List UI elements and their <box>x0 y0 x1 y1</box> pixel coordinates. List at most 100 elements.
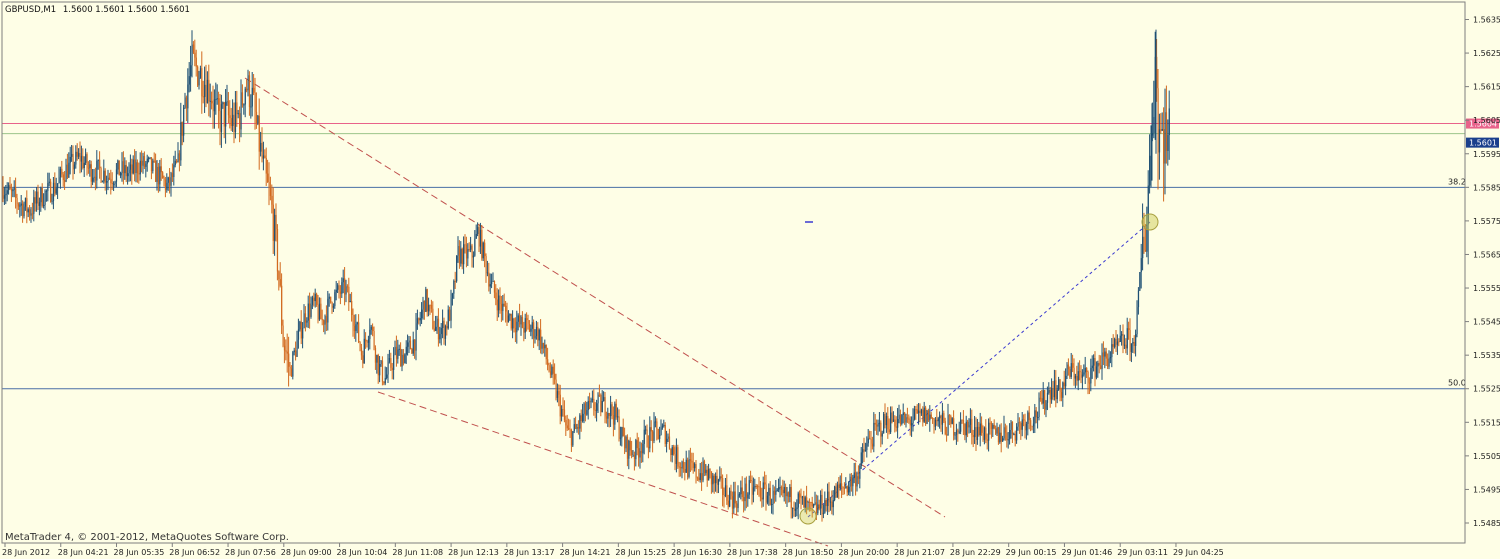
candle-body <box>8 185 10 191</box>
plot-frame <box>1 1 1466 544</box>
candle-body <box>878 422 881 424</box>
candle-body <box>209 100 211 102</box>
candle-body <box>909 419 911 426</box>
candle-body <box>414 339 416 351</box>
candle-body <box>968 424 970 428</box>
candle-body <box>939 415 941 419</box>
candle-body <box>1140 258 1142 273</box>
candle-body <box>1059 379 1061 393</box>
candle-body <box>253 87 255 93</box>
y-tick-label: 1.5565 <box>1473 250 1500 259</box>
candle-body <box>304 313 307 323</box>
candle-body <box>104 170 106 183</box>
candle-body <box>463 244 465 265</box>
candle-body <box>404 354 406 364</box>
candle-body <box>251 87 253 107</box>
highlight-circle-lower[interactable] <box>799 507 817 525</box>
candle-body <box>27 209 29 213</box>
candle-body <box>152 160 154 172</box>
candle-body <box>933 418 935 427</box>
candle-body <box>229 115 231 118</box>
candle-body <box>103 170 105 182</box>
x-tick-label: 28 Jun 16:30 <box>671 548 722 557</box>
candle-body <box>377 355 379 376</box>
candle-body <box>1027 412 1029 424</box>
candle-body <box>752 487 755 495</box>
candle-body <box>863 449 865 452</box>
candle-body <box>556 391 559 398</box>
candle-body <box>654 421 657 423</box>
candle-body <box>223 102 225 127</box>
candle-body <box>975 427 977 441</box>
candle-body <box>101 181 104 183</box>
candle-body <box>1149 155 1151 186</box>
candle-body <box>309 303 311 317</box>
candle-body <box>219 111 221 132</box>
channel-upper-line[interactable] <box>244 77 946 518</box>
candle-body <box>857 476 860 479</box>
candle-body <box>23 206 25 217</box>
x-tick-label: 28 Jun 11:08 <box>392 548 443 557</box>
candle-body <box>568 428 570 430</box>
candle-body <box>108 177 111 180</box>
candle-body <box>318 303 321 320</box>
candle-body <box>353 325 356 332</box>
candle-body <box>97 159 99 161</box>
channel-lower-line[interactable] <box>377 391 829 547</box>
candle-body <box>1091 365 1093 369</box>
candle-body <box>971 418 973 435</box>
candle-body <box>43 204 45 206</box>
candle-body <box>425 289 427 312</box>
candle-body <box>80 155 83 162</box>
candle-body <box>995 428 997 434</box>
candle-body <box>205 84 207 103</box>
candle-body <box>674 454 676 464</box>
candle-body <box>964 423 966 436</box>
candle-body <box>369 329 371 340</box>
y-tick-label: 1.5585 <box>1473 183 1500 192</box>
candle-body <box>156 166 158 182</box>
candle-body <box>586 410 588 415</box>
candle-body <box>703 461 706 474</box>
candle-body <box>709 469 711 472</box>
candle-body <box>912 419 914 424</box>
candle-body <box>128 169 130 174</box>
candle-body <box>71 153 73 157</box>
candle-body <box>811 502 813 507</box>
candle-body <box>1129 329 1131 352</box>
candle-body <box>479 229 482 247</box>
candle-body <box>31 213 34 215</box>
candle-body <box>1142 236 1144 259</box>
candle-body <box>281 285 283 326</box>
candle-body <box>1153 117 1155 134</box>
candle-body <box>870 439 872 444</box>
x-tick-label: 28 Jun 15:25 <box>615 548 666 557</box>
candle-body <box>454 280 456 282</box>
candle-body <box>635 440 637 460</box>
highlight-circle-upper[interactable] <box>1141 213 1159 231</box>
candle-body <box>20 203 22 206</box>
candle-body <box>898 414 900 420</box>
candle-body <box>561 408 563 417</box>
candle-body <box>1067 364 1070 370</box>
candle-body <box>1041 398 1043 404</box>
candle-body <box>656 421 658 429</box>
candle-body <box>619 437 622 439</box>
candle-body <box>199 68 202 78</box>
candle-body <box>366 341 368 343</box>
candle-body <box>836 484 839 498</box>
candle-body <box>183 107 185 136</box>
candle-body <box>36 191 38 204</box>
candle-body <box>829 501 832 503</box>
candle-body <box>194 52 196 58</box>
candle-body <box>594 409 596 411</box>
candle-body <box>325 316 328 323</box>
candle-body <box>449 309 451 321</box>
candle-body <box>874 422 876 425</box>
candle-body <box>612 415 615 425</box>
candle-body <box>794 508 797 511</box>
candle-body <box>111 183 113 185</box>
